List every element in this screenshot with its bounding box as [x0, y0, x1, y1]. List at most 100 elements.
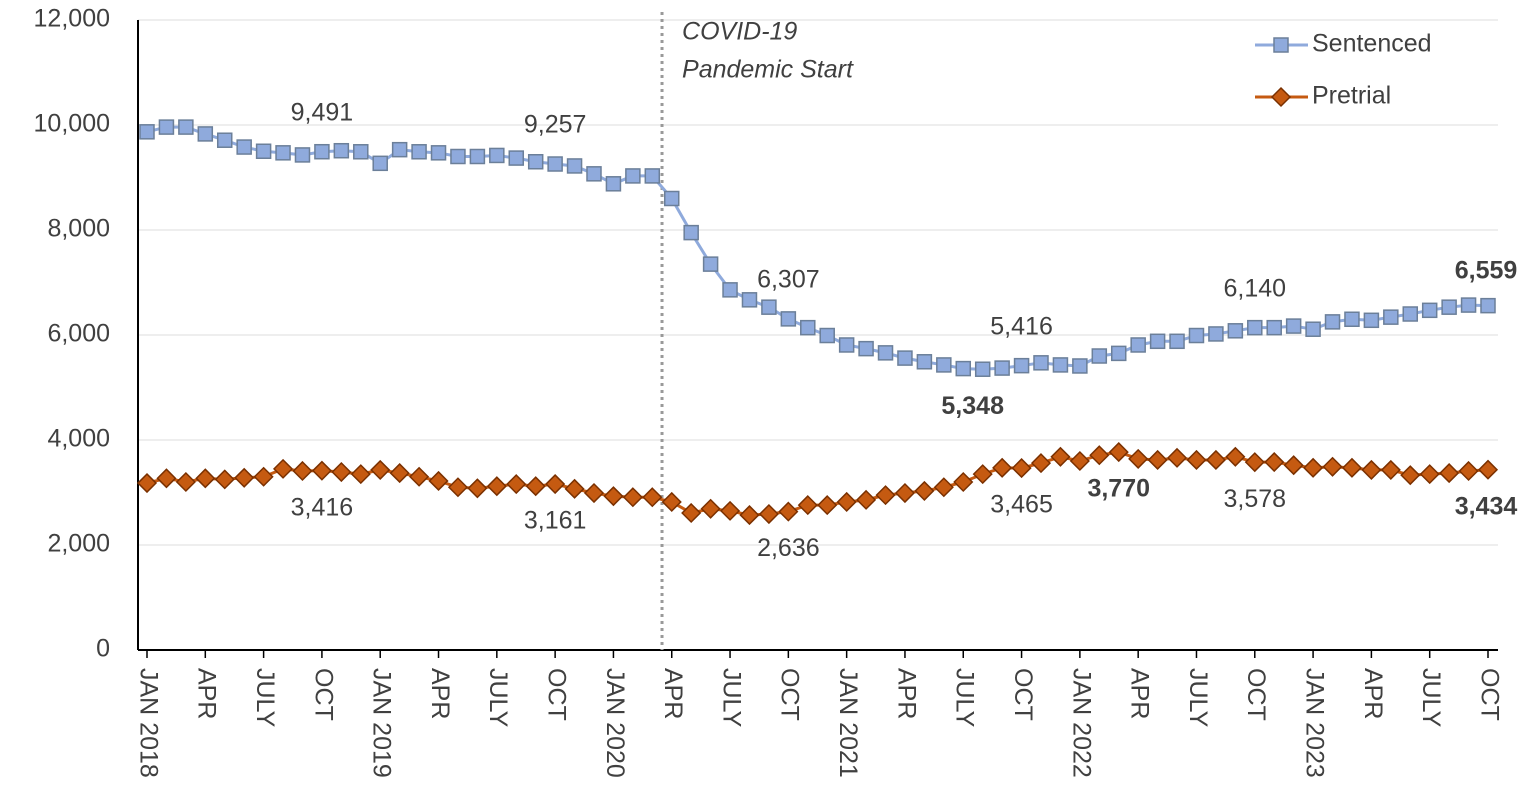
data-point: [586, 166, 602, 182]
data-point: [644, 168, 661, 184]
data-point: [547, 156, 563, 172]
data-point: [353, 144, 369, 160]
data-point: [642, 487, 663, 508]
data-point: [1480, 297, 1496, 314]
data-point: [158, 119, 175, 135]
data-point: [1013, 357, 1030, 374]
x-tick-label: OCT: [543, 668, 571, 721]
data-point: [1477, 459, 1499, 480]
data-point: [1069, 450, 1090, 472]
legend-marker: [1273, 37, 1289, 53]
x-tick-label: OCT: [309, 668, 337, 721]
data-point: [156, 468, 177, 489]
x-tick-label: JAN 2018: [134, 668, 162, 778]
series-line: [146, 125, 1489, 371]
data-point: [1458, 460, 1479, 482]
data-point: [836, 491, 857, 513]
data-point: [216, 132, 233, 148]
data-point: [1419, 464, 1440, 485]
data-point: [953, 471, 974, 493]
data-point: [333, 142, 350, 159]
data-point: [1341, 457, 1363, 478]
data-point: [739, 505, 760, 526]
data-point: [428, 470, 449, 492]
data-point: [1441, 299, 1457, 315]
data-point: [1344, 311, 1360, 327]
y-tick-label: 2,000: [47, 530, 110, 558]
data-point: [1324, 314, 1341, 330]
x-tick-label: JULY: [1184, 668, 1212, 728]
legend-label: Sentenced: [1312, 30, 1432, 58]
data-label: 9,491: [291, 98, 354, 126]
data-point: [1227, 323, 1244, 339]
data-label: 5,416: [990, 312, 1053, 340]
data-point: [139, 124, 155, 140]
data-point: [663, 190, 680, 207]
data-point: [625, 168, 641, 184]
data-point: [1091, 348, 1108, 364]
data-point: [389, 463, 410, 484]
x-tick-label: APR: [426, 668, 454, 719]
data-point: [758, 503, 779, 525]
data-point: [1285, 318, 1302, 334]
data-point: [1052, 357, 1069, 373]
data-point: [1305, 321, 1321, 337]
y-tick-label: 0: [96, 635, 110, 663]
data-label: 9,257: [524, 111, 587, 139]
data-point: [583, 482, 605, 504]
data-point: [817, 495, 838, 516]
data-point: [838, 337, 855, 353]
data-point: [564, 478, 585, 499]
data-point: [778, 501, 799, 522]
data-point: [486, 476, 507, 497]
data-point: [719, 500, 741, 521]
data-point: [545, 473, 566, 495]
data-point: [856, 489, 877, 510]
y-tick-label: 8,000: [47, 215, 110, 243]
x-tick-label: OCT: [1475, 668, 1503, 721]
data-label: 3,416: [291, 493, 354, 521]
x-tick-label: APR: [193, 668, 221, 719]
data-point: [780, 311, 797, 327]
data-point: [1225, 446, 1246, 467]
data-point: [214, 469, 235, 490]
data-point: [372, 155, 388, 172]
data-point: [681, 502, 702, 524]
x-tick-label: JULY: [251, 668, 279, 728]
data-point: [797, 495, 818, 516]
data-point: [311, 460, 332, 481]
x-tick-label: JULY: [484, 668, 512, 728]
data-point: [1108, 442, 1129, 463]
data-point: [894, 482, 916, 504]
y-tick-label: 4,000: [47, 425, 110, 453]
x-tick-label: JAN 2023: [1300, 668, 1328, 778]
data-point: [1033, 355, 1049, 371]
data-point: [994, 360, 1010, 376]
data-point: [1128, 448, 1149, 469]
data-point: [683, 224, 699, 241]
data-point: [253, 466, 274, 487]
data-label: 3,578: [1224, 485, 1287, 513]
data-point: [411, 144, 427, 160]
data-point: [1402, 306, 1419, 322]
data-point: [1264, 451, 1285, 473]
data-point: [877, 345, 894, 361]
data-point: [605, 176, 622, 192]
data-point: [1050, 446, 1071, 467]
data-point: [936, 357, 952, 373]
data-point: [1363, 312, 1380, 329]
data-point: [1030, 453, 1052, 474]
x-tick-label: OCT: [776, 668, 804, 721]
data-point: [916, 354, 933, 370]
data-point: [972, 464, 993, 485]
data-point: [875, 485, 896, 506]
data-point: [1147, 449, 1168, 471]
data-point: [800, 319, 816, 336]
x-tick-label: JULY: [717, 668, 745, 728]
x-tick-label: APR: [1359, 668, 1387, 719]
x-tick-label: JAN 2021: [834, 668, 862, 778]
data-point: [136, 472, 158, 494]
data-point: [1166, 447, 1188, 468]
